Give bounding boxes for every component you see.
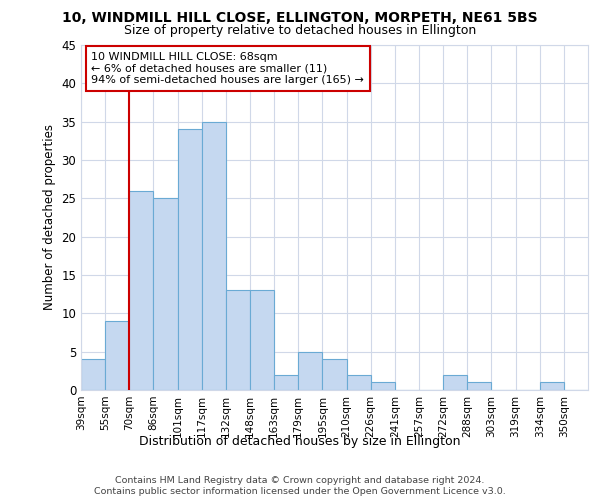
Bar	[129, 190, 154, 390]
Bar	[178, 130, 202, 390]
Bar	[250, 290, 274, 390]
Text: 10, WINDMILL HILL CLOSE, ELLINGTON, MORPETH, NE61 5BS: 10, WINDMILL HILL CLOSE, ELLINGTON, MORP…	[62, 11, 538, 25]
Bar	[81, 360, 105, 390]
Bar	[298, 352, 322, 390]
Text: Contains public sector information licensed under the Open Government Licence v3: Contains public sector information licen…	[94, 487, 506, 496]
Y-axis label: Number of detached properties: Number of detached properties	[43, 124, 56, 310]
Bar	[105, 321, 129, 390]
Bar	[274, 374, 298, 390]
Bar	[202, 122, 226, 390]
Bar	[371, 382, 395, 390]
Bar	[467, 382, 491, 390]
Bar	[443, 374, 467, 390]
Bar	[226, 290, 250, 390]
Text: Contains HM Land Registry data © Crown copyright and database right 2024.: Contains HM Land Registry data © Crown c…	[115, 476, 485, 485]
Bar	[540, 382, 564, 390]
Bar	[322, 360, 347, 390]
Text: Size of property relative to detached houses in Ellington: Size of property relative to detached ho…	[124, 24, 476, 37]
Text: Distribution of detached houses by size in Ellington: Distribution of detached houses by size …	[139, 435, 461, 448]
Bar	[347, 374, 371, 390]
Bar	[154, 198, 178, 390]
Text: 10 WINDMILL HILL CLOSE: 68sqm
← 6% of detached houses are smaller (11)
94% of se: 10 WINDMILL HILL CLOSE: 68sqm ← 6% of de…	[91, 52, 364, 85]
